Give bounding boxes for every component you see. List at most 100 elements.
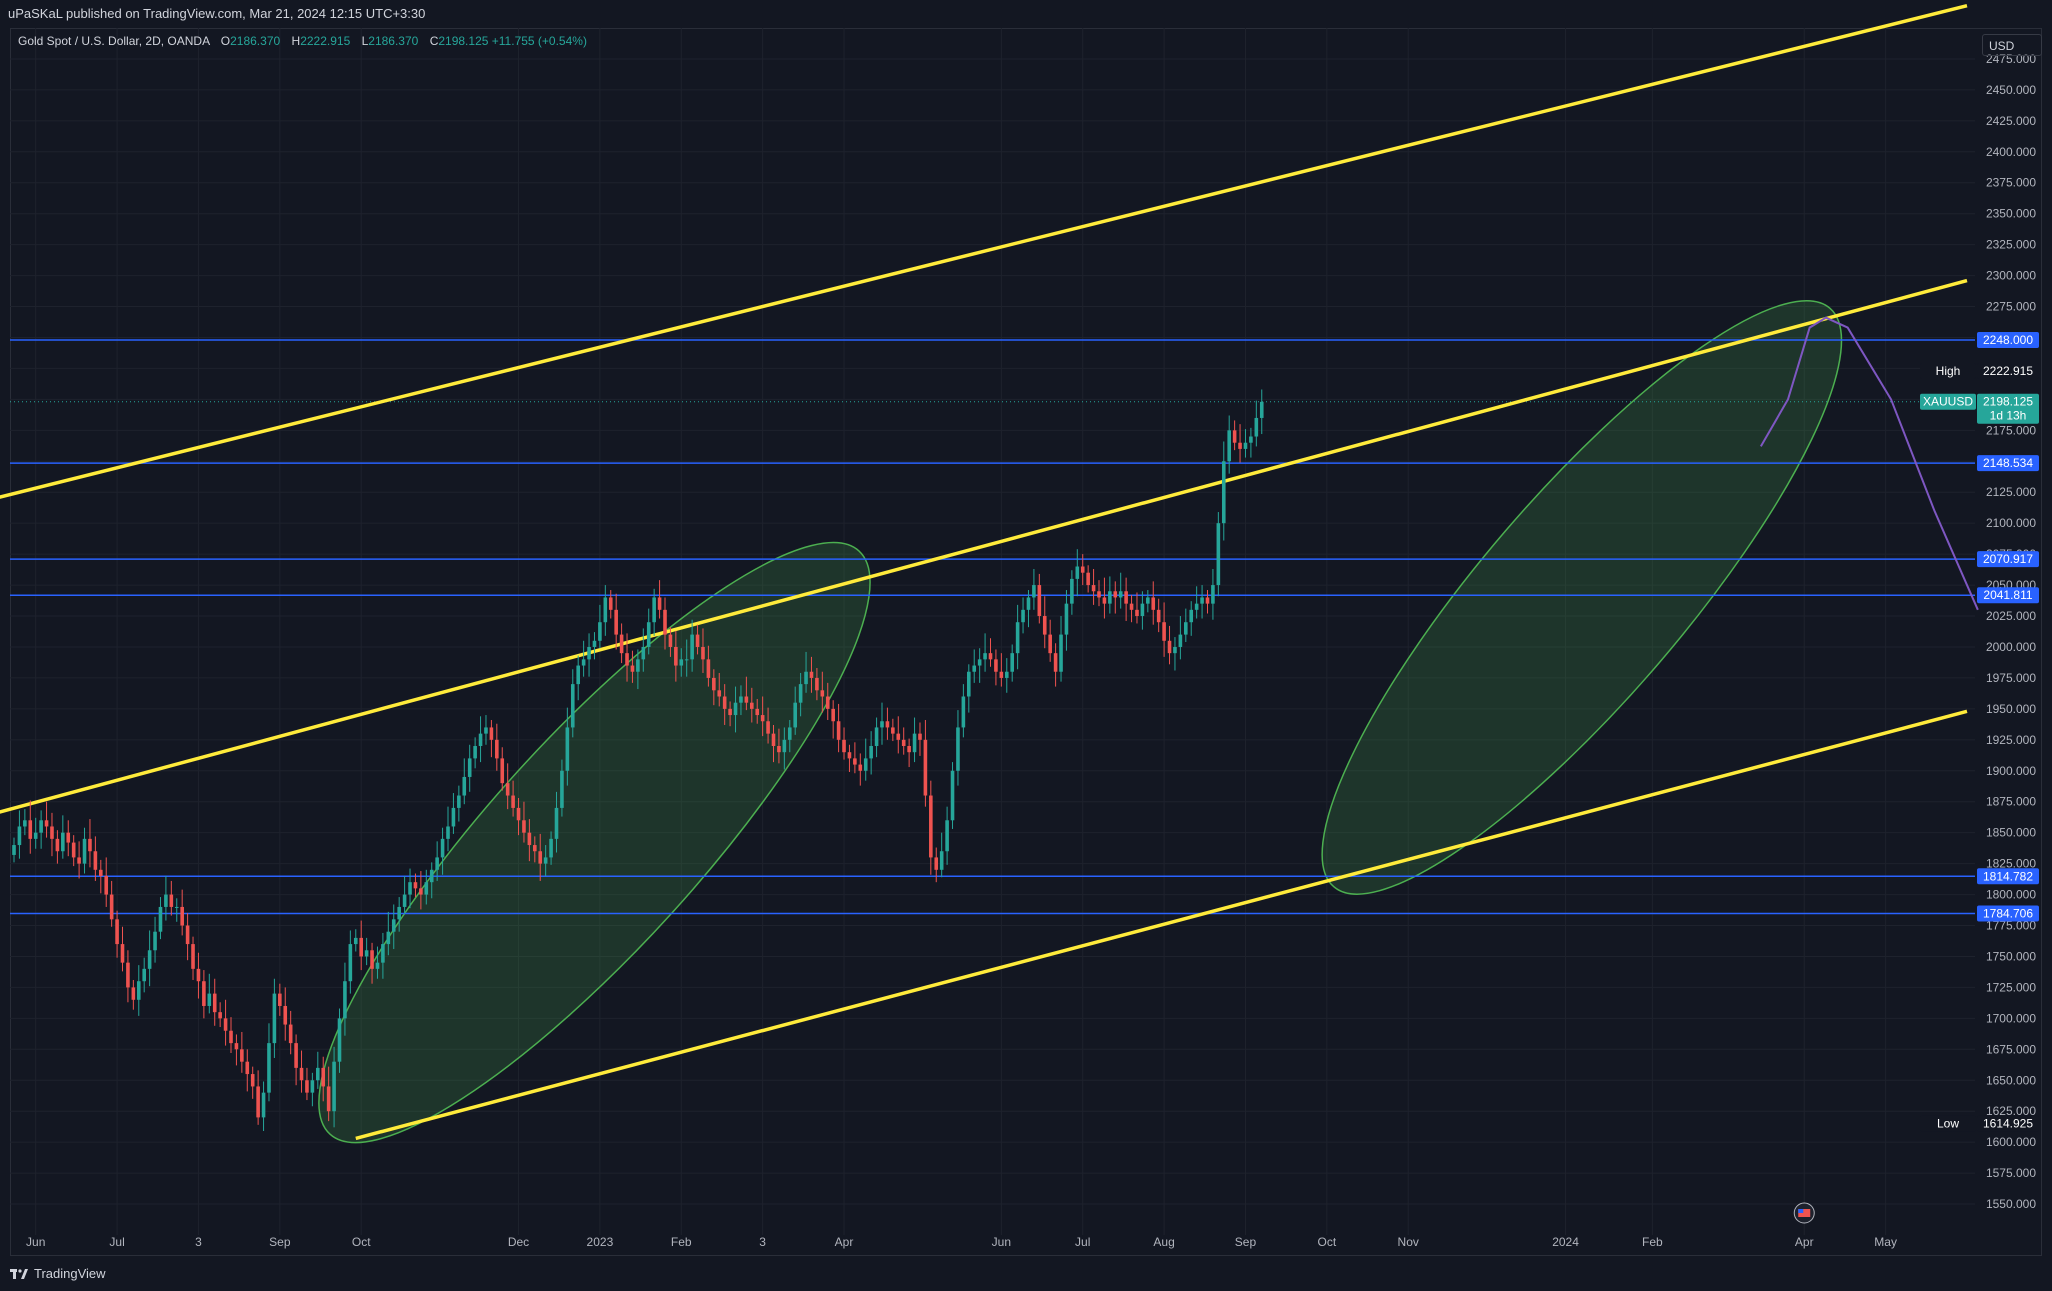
- candle-body: [522, 820, 526, 833]
- candle-body: [576, 665, 580, 685]
- candle-body: [321, 1067, 326, 1087]
- level-price-tag: 2248.000: [1983, 333, 2033, 347]
- candle-body: [1173, 646, 1177, 654]
- candle-body: [543, 857, 548, 864]
- price-tick-label: 2275.000: [1986, 300, 2036, 314]
- currency-button[interactable]: USD: [1982, 34, 2042, 56]
- price-tick-label: 1950.000: [1986, 702, 2036, 716]
- candle-body: [625, 653, 629, 666]
- candle-body: [278, 993, 282, 1006]
- candle-body: [1102, 597, 1107, 604]
- candle-body: [674, 646, 678, 666]
- price-tick-label: 2100.000: [1986, 516, 2036, 530]
- candle-body: [174, 906, 179, 908]
- time-axis: Jun Jul 3 Sep Oct Dec 2023 Feb 3 Apr Jun Jul Aug Sep O…: [26, 1202, 1897, 1249]
- price-tick-label: 1800.000: [1986, 888, 2036, 902]
- candle-body: [1026, 597, 1031, 610]
- candle-body: [939, 851, 944, 870]
- candle-body: [1221, 461, 1226, 524]
- candle-body: [994, 659, 998, 672]
- candle-body: [815, 677, 819, 691]
- price-tick-label: 1575.000: [1986, 1166, 2036, 1180]
- price-tick-label: 1925.000: [1986, 733, 2036, 747]
- trend-channel: [0, 4, 1968, 1141]
- candle-body: [538, 851, 543, 864]
- price-tick-label: 1650.000: [1986, 1073, 2036, 1087]
- candle-body: [147, 950, 152, 969]
- candle-body: [929, 795, 933, 858]
- candle-body: [1091, 585, 1096, 592]
- candle-body: [484, 727, 488, 734]
- high-price-tag: 2222.915: [1983, 364, 2033, 378]
- candle-body: [164, 894, 168, 907]
- price-tick-label: 2175.000: [1986, 423, 2036, 437]
- candle-body: [760, 715, 765, 722]
- candle-body: [55, 838, 60, 852]
- candle-body: [804, 671, 808, 685]
- time-tick-label: Dec: [508, 1235, 529, 1249]
- candle-body: [408, 882, 412, 895]
- candle-body: [511, 795, 515, 808]
- candle-body: [516, 807, 521, 821]
- candle-body: [777, 746, 781, 753]
- price-tick-label: 2425.000: [1986, 114, 2036, 128]
- candle-body: [1151, 597, 1156, 610]
- candle-body: [728, 708, 732, 716]
- level-price-tag-bg: [1977, 587, 2039, 604]
- symbol-side-label: XAUUSD: [1923, 395, 1973, 409]
- highlight-zones: [318, 300, 1843, 1144]
- candle-body: [847, 752, 852, 759]
- candle-body: [478, 733, 483, 747]
- high-side-label-bg: [1920, 363, 1976, 380]
- candle-body: [305, 1080, 309, 1093]
- candle-body: [196, 968, 201, 982]
- candle-body: [1232, 430, 1237, 443]
- candle-body: [495, 739, 499, 759]
- candle-body: [180, 906, 184, 926]
- candle-body: [1178, 634, 1183, 647]
- candle-body: [636, 659, 640, 672]
- candle-body: [554, 807, 559, 839]
- candle-body: [733, 702, 738, 716]
- channel-middle-line: [0, 278, 1968, 814]
- level-price-tag-bg: [1977, 868, 2039, 885]
- candle-body: [489, 727, 494, 740]
- candle-body: [1162, 622, 1166, 641]
- candle-body: [549, 838, 553, 858]
- candle-body: [983, 653, 987, 660]
- candle-body: [744, 696, 749, 703]
- candle-body: [977, 659, 982, 666]
- candle-body: [570, 684, 575, 728]
- candle-body: [1086, 572, 1090, 586]
- candle-body: [429, 869, 434, 883]
- candle-body: [120, 944, 125, 963]
- candle-body: [679, 659, 684, 666]
- candle-body: [668, 634, 673, 647]
- candle-body: [912, 733, 917, 753]
- candle-body: [50, 826, 54, 839]
- price-tick-label: 1550.000: [1986, 1197, 2036, 1211]
- candle-body: [695, 634, 700, 647]
- time-tick-label: Nov: [1398, 1235, 1419, 1249]
- price-tick-label: 2300.000: [1986, 269, 2036, 283]
- candle-body: [934, 857, 939, 870]
- open-label: O: [220, 34, 231, 48]
- time-tick-label: Aug: [1153, 1235, 1174, 1249]
- time-tick-label: 3: [195, 1235, 202, 1249]
- candle-body: [907, 746, 911, 753]
- time-tick-label: 2023: [587, 1235, 614, 1249]
- candle-body: [66, 832, 71, 843]
- candle-body: [755, 708, 760, 716]
- candle-body: [787, 727, 792, 740]
- candle-body: [1118, 591, 1123, 598]
- candle-body: [630, 665, 635, 672]
- high-label: H: [291, 34, 301, 48]
- candle-body: [961, 696, 966, 728]
- candle-body: [99, 869, 103, 876]
- candle-body: [684, 659, 689, 661]
- price-tick-label: 1600.000: [1986, 1135, 2036, 1149]
- candle-body: [880, 721, 884, 728]
- us-flag-canton: [1798, 1209, 1804, 1213]
- low-price-tag-bg: [1977, 1115, 2039, 1132]
